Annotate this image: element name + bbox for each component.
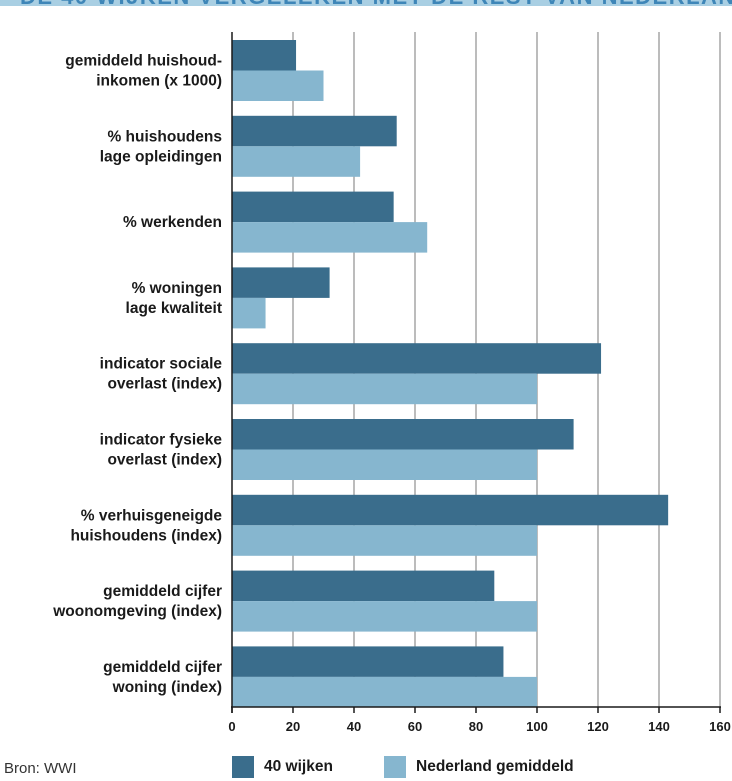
x-tick-label-20: 20	[286, 719, 300, 734]
category-label-3: % woningen lage kwaliteit	[126, 280, 222, 317]
x-tick-label-160: 160	[709, 719, 731, 734]
category-label-6: % verhuisgeneigde huishoudens (index)	[70, 507, 222, 544]
x-tick-label-120: 120	[587, 719, 609, 734]
category-label-2: % werkenden	[123, 214, 222, 231]
x-tick-label-100: 100	[526, 719, 548, 734]
category-label-1: % huishoudens lage opleidingen	[100, 128, 222, 165]
bar-wijken-8	[232, 646, 504, 677]
bar-nederland-1	[232, 146, 361, 177]
bar-wijken-5	[232, 419, 574, 450]
category-label-8: gemiddeld cijfer woning (index)	[103, 659, 222, 696]
x-tick-label-0: 0	[228, 719, 235, 734]
bar-wijken-1	[232, 115, 397, 147]
bar-wijken-6	[232, 494, 669, 526]
bar-wijken-0	[232, 40, 297, 71]
legend-item-40-wijken: 40 wijken	[232, 755, 333, 779]
legend-swatch-40-wijken	[232, 756, 254, 778]
x-tick-label-80: 80	[469, 719, 483, 734]
category-label-0: gemiddeld huishoud-inkomen (x 1000)	[65, 53, 222, 90]
bar-nederland-3	[232, 297, 266, 329]
bar-wijken-4	[232, 343, 602, 374]
category-label-5: indicator fysieke overlast (index)	[100, 432, 223, 469]
bar-nederland-2	[232, 222, 428, 253]
legend-label-nederland-gemiddeld: Nederland gemiddeld	[416, 758, 574, 775]
category-label-4: indicator sociale overlast (index)	[100, 356, 223, 393]
x-tick-label-40: 40	[347, 719, 361, 734]
category-label-7: gemiddeld cijfer woonomgeving (index)	[52, 583, 222, 620]
bar-nederland-5	[232, 449, 537, 480]
source-note: Bron: WWI	[4, 760, 77, 777]
bar-wijken-3	[232, 267, 330, 298]
header-fragment-text: De 40 wijken vergeleken met de rest van …	[20, 0, 732, 10]
bar-wijken-7	[232, 570, 495, 602]
legend-item-nederland-gemiddeld: Nederland gemiddeld	[384, 755, 574, 779]
bar-nederland-8	[232, 676, 537, 708]
legend-label-40-wijken: 40 wijken	[264, 758, 333, 775]
bar-nederland-0	[232, 70, 324, 101]
bar-nederland-7	[232, 601, 537, 632]
legend-swatch-nederland-gemiddeld	[384, 756, 406, 778]
x-tick-label-60: 60	[408, 719, 422, 734]
bar-nederland-4	[232, 373, 537, 405]
bar-wijken-2	[232, 191, 394, 223]
header-band: De 40 wijken vergeleken met de rest van …	[0, 0, 732, 14]
bar-nederland-6	[232, 525, 537, 556]
header-band-fill	[0, 0, 732, 6]
x-tick-label-140: 140	[648, 719, 670, 734]
